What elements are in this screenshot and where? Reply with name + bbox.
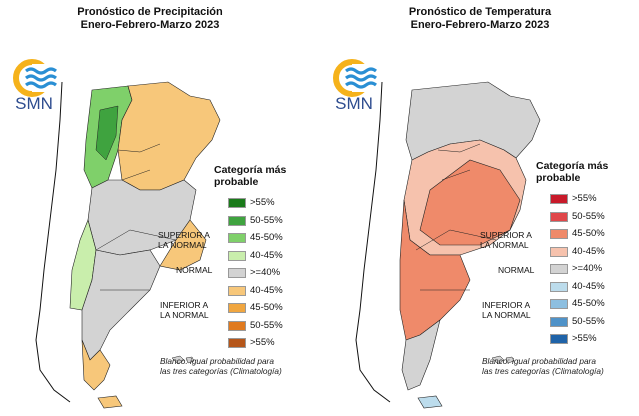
region-patagonia-grey: [81, 249, 161, 361]
legend-swatch: [228, 198, 246, 208]
precipitation-map: [35, 81, 221, 409]
legend-swatch-label: 45-50%: [572, 298, 605, 309]
chile-coast-outline: [35, 81, 71, 403]
smn-sun-waves-icon: [13, 59, 60, 97]
normal-label: NORMAL: [498, 265, 535, 275]
title-line2: Enero-Febrero-Marzo 2023: [80, 19, 220, 31]
legend-swatch-label: >=40%: [572, 263, 603, 274]
legend-swatch-label: 50-55%: [572, 210, 605, 222]
legend-swatch-label: 40-45%: [250, 249, 283, 261]
precipitation-title: Pronóstico de Precipitación Enero-Febrer…: [40, 6, 260, 32]
legend-swatch-label: >55%: [572, 333, 597, 344]
argentina-regions: [69, 81, 221, 409]
legend-swatch: [550, 246, 568, 257]
inferior-label: INFERIOR A LA NORMAL: [160, 300, 209, 320]
superior-label: SUPERIOR A LA NORMAL: [480, 230, 532, 250]
legend-swatch: [228, 268, 246, 278]
legend-swatch: [228, 215, 246, 226]
legend-swatch-label: 40-45%: [250, 284, 283, 296]
legend-swatch: [228, 285, 246, 296]
legend-swatch: [550, 316, 568, 327]
smn-logo: SMN: [328, 58, 380, 114]
legend-swatch: [550, 281, 568, 292]
legend-swatch-label: 45-50%: [250, 302, 283, 313]
legend-swatch: [550, 229, 568, 239]
title-line1: Pronóstico de Precipitación: [77, 6, 223, 18]
region-south-orange: [81, 339, 111, 391]
legend-swatch: [228, 233, 246, 243]
temperature-panel: Pronóstico de Temperatura Enero-Febrero-…: [320, 0, 639, 416]
temperature-title: Pronóstico de Temperatura Enero-Febrero-…: [360, 6, 600, 32]
title-line2: Enero-Febrero-Marzo 2023: [410, 19, 550, 31]
legend-swatch-label: 50-55%: [250, 319, 283, 331]
normal-label: NORMAL: [176, 265, 213, 275]
region-south-grey: [401, 319, 441, 391]
legend-swatch: [550, 211, 568, 222]
legend-swatch-label: >55%: [250, 197, 275, 208]
legend-swatch: [550, 334, 568, 344]
legend-swatch: [550, 299, 568, 309]
malvinas-islands: [491, 355, 515, 365]
region-tdf: [417, 395, 443, 409]
legend-swatch-label: 45-50%: [572, 228, 605, 239]
legend-swatch: [228, 320, 246, 331]
inferior-label: INFERIOR A LA NORMAL: [482, 300, 531, 320]
legend-note: Blanco: igual probabilidad para las tres…: [160, 356, 282, 376]
chile-coast-outline: [355, 81, 391, 403]
legend-swatch-label: >=40%: [250, 267, 281, 278]
legend-swatch: [228, 250, 246, 261]
legend-swatch-label: 50-55%: [250, 214, 283, 226]
legend-title: Categoría más probable: [214, 164, 287, 188]
smn-logo-text: SMN: [15, 94, 53, 113]
legend-swatch-label: 40-45%: [572, 245, 605, 257]
legend-swatch: [228, 303, 246, 313]
legend-swatch-label: 50-55%: [572, 315, 605, 327]
legend-swatch: [550, 194, 568, 204]
legend-swatch-label: >55%: [250, 337, 275, 348]
title-line1: Pronóstico de Temperatura: [408, 6, 552, 18]
smn-sun-waves-icon: [333, 59, 380, 97]
region-center-red: [419, 159, 521, 246]
legend-swatch-label: 40-45%: [572, 280, 605, 292]
legend-swatch-label: 45-50%: [250, 232, 283, 243]
region-ne-orange: [117, 81, 221, 191]
region-nw-darkgreen: [95, 105, 119, 161]
legend-swatch-label: >55%: [572, 193, 597, 204]
legend-title: Categoría más probable: [536, 160, 609, 184]
legend-swatch: [228, 338, 246, 348]
temperature-map: [355, 81, 541, 409]
region-patagonia-red: [399, 199, 471, 341]
legend-note: Blanco: igual probabilidad para las tres…: [482, 356, 604, 376]
superior-label: SUPERIOR A LA NORMAL: [158, 230, 210, 250]
argentina-regions: [399, 81, 541, 409]
region-tdf: [97, 395, 123, 409]
precipitation-panel: Pronóstico de Precipitación Enero-Febrer…: [0, 0, 319, 416]
legend-swatch: [550, 264, 568, 274]
smn-logo-text: SMN: [335, 94, 373, 113]
malvinas-islands: [171, 355, 195, 365]
smn-logo: SMN: [8, 58, 60, 114]
